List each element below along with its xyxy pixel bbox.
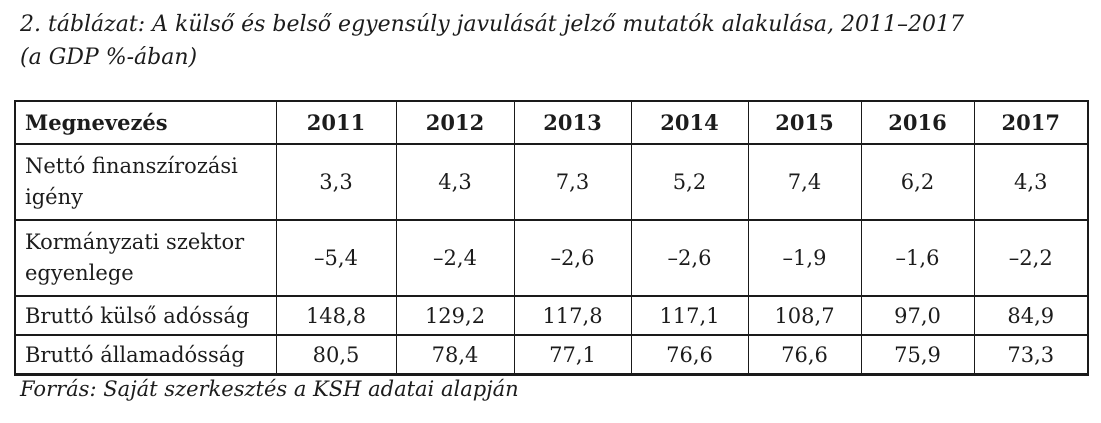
cell-value: 3,3 — [275, 143, 397, 221]
table-row-kormanyzati-szektor-egyenlege: Kormányzati szektor egyenlege –5,4 –2,4 … — [14, 219, 1089, 297]
caption-line-1: 2. táblázat: A külső és belső egyensúly … — [20, 12, 965, 37]
table-row-brutto-kulso-adossag: Bruttó külső adósság 148,8 129,2 117,8 1… — [14, 295, 1089, 336]
cell-value: 75,9 — [860, 334, 975, 376]
cell-value: 76,6 — [630, 334, 749, 376]
column-header-2012: 2012 — [395, 100, 515, 145]
cell-value: 4,3 — [395, 143, 515, 221]
column-header-megnevezes: Megnevezés — [14, 100, 277, 145]
cell-value: –1,9 — [747, 219, 862, 297]
cell-value: 76,6 — [747, 334, 862, 376]
cell-value: 108,7 — [747, 295, 862, 336]
cell-value: 80,5 — [275, 334, 397, 376]
cell-value: 4,3 — [973, 143, 1089, 221]
row-label: Bruttó külső adósság — [14, 295, 277, 336]
cell-value: 77,1 — [513, 334, 632, 376]
cell-value: –2,4 — [395, 219, 515, 297]
column-header-2017: 2017 — [973, 100, 1089, 145]
table-caption: 2. táblázat: A külső és belső egyensúly … — [20, 8, 1086, 74]
row-label: Kormányzati szektor egyenlege — [14, 219, 277, 297]
column-header-2011: 2011 — [275, 100, 397, 145]
cell-value: –2,6 — [630, 219, 749, 297]
cell-value: 6,2 — [860, 143, 975, 221]
caption-line-2: (a GDP %-ában) — [20, 45, 198, 70]
source-note: Forrás: Saját szerkesztés a KSH adatai a… — [20, 377, 519, 401]
cell-value: 5,2 — [630, 143, 749, 221]
row-label: Bruttó államadósság — [14, 334, 277, 376]
cell-value: 78,4 — [395, 334, 515, 376]
cell-value: 97,0 — [860, 295, 975, 336]
cell-value: 7,3 — [513, 143, 632, 221]
cell-value: –1,6 — [860, 219, 975, 297]
header-row: Megnevezés 2011 2012 2013 2014 2015 2016… — [14, 100, 1089, 145]
cell-value: 117,1 — [630, 295, 749, 336]
cell-value: 7,4 — [747, 143, 862, 221]
column-header-2014: 2014 — [630, 100, 749, 145]
cell-value: 148,8 — [275, 295, 397, 336]
column-header-2013: 2013 — [513, 100, 632, 145]
cell-value: 84,9 — [973, 295, 1089, 336]
table-row-netto-finanszirozasi-igeny: Nettó finanszírozási igény 3,3 4,3 7,3 5… — [14, 143, 1089, 221]
cell-value: 73,3 — [973, 334, 1089, 376]
cell-value: –2,2 — [973, 219, 1089, 297]
cell-value: 117,8 — [513, 295, 632, 336]
row-label: Nettó finanszírozási igény — [14, 143, 277, 221]
data-table: Megnevezés 2011 2012 2013 2014 2015 2016… — [14, 100, 1089, 376]
column-header-2015: 2015 — [747, 100, 862, 145]
table-row-brutto-allamadossag: Bruttó államadósság 80,5 78,4 77,1 76,6 … — [14, 334, 1089, 376]
cell-value: 129,2 — [395, 295, 515, 336]
column-header-2016: 2016 — [860, 100, 975, 145]
cell-value: –2,6 — [513, 219, 632, 297]
cell-value: –5,4 — [275, 219, 397, 297]
